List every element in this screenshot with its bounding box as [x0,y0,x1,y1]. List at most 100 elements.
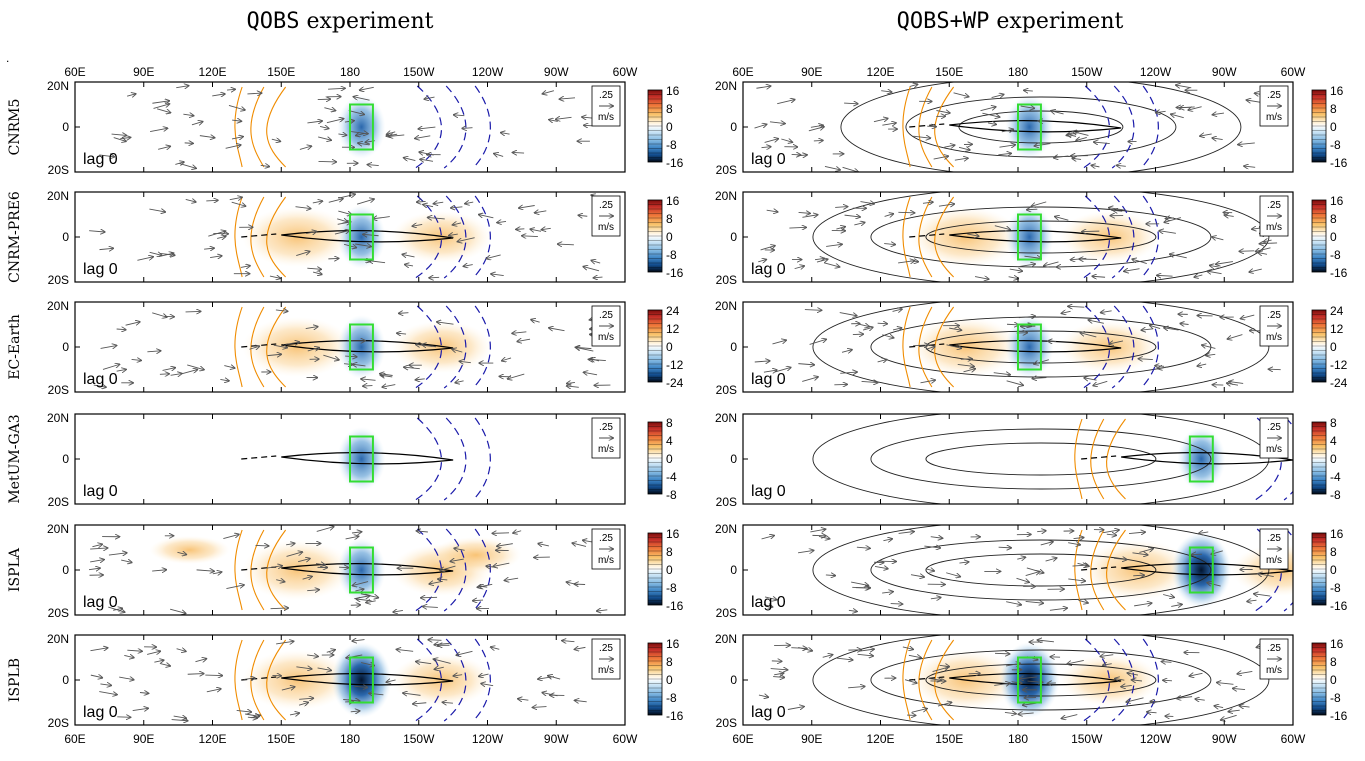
lon-tick-label-bottom: 120E [198,732,226,746]
wind-vector [473,600,484,601]
negative-contour [1111,305,1135,389]
wind-vector [312,201,323,203]
colorbar: 16 8 0 -8 -16 [1311,527,1348,613]
wind-vector [1114,558,1127,559]
colorbar-tick-label: 8 [1330,102,1337,116]
wind-vector [424,97,435,99]
lat-tick-label: 20N [47,189,69,203]
wind-vector [808,127,824,132]
wind-vector [908,655,921,657]
wind-vector [1133,575,1144,576]
wind-vector [848,610,857,611]
wind-vector [822,655,833,658]
reference-vector-unit: m/s [598,665,614,676]
wind-vector [354,596,369,599]
positive-contour [250,306,265,388]
colorbar: 16 8 0 -8 -16 [647,194,684,280]
panel-isplb-qobs: 60E 90E 120E 150E 180 150W 120W 90W 60W 20N 0 20S la… [47,632,684,746]
wind-vector [137,257,153,261]
colorbar-tick-label: 16 [1330,194,1344,208]
wind-vector [584,125,593,126]
wind-vector [453,223,462,225]
positive-anomaly-east [1059,654,1160,706]
wind-vector [542,693,558,697]
wind-vector [562,641,575,642]
negative-contour [1140,195,1159,279]
positive-contour [902,306,911,388]
wind-vector [1115,678,1125,680]
wind-vector [247,93,261,94]
wind-vector [318,137,331,140]
colorbar-tick-label: 8 [666,416,673,430]
wind-vector [925,347,935,350]
lat-tick-label: 20N [715,189,737,203]
wind-vector [208,231,225,237]
colorbar-tick-label: 16 [1330,637,1344,651]
wind-vector [761,147,771,148]
lat-tick-label: 20N [47,632,69,646]
wind-vector [857,654,873,656]
precip-contour-dashed [1081,455,1117,460]
wind-vector [848,686,865,687]
wind-vector [428,640,442,641]
wind-vector [404,158,416,161]
wind-vector [450,559,464,561]
wind-vector [851,581,868,585]
wind-vector [763,605,773,607]
reference-vector-magnitude: .25 [1267,643,1281,654]
wind-vector [576,347,592,348]
wind-vector [548,676,561,679]
wind-vector [1177,697,1193,699]
wind-vector [299,698,313,699]
wind-vector [416,662,432,664]
wind-vector [583,267,600,272]
wind-vector [421,597,438,598]
wind-vector [217,236,225,238]
wind-vector [1164,217,1181,223]
wind-vector [1139,549,1153,553]
lat-tick-label: 20S [716,273,737,287]
positive-contour [250,86,265,168]
positive-contour [902,639,911,721]
negative-contour [443,85,467,169]
wind-vector [516,229,525,230]
wind-vector [1258,253,1268,255]
wind-vector [505,578,519,580]
lon-tick-label-top: 120E [198,65,226,79]
wind-vector [1212,113,1224,115]
lon-tick-label-top: 180 [1008,65,1028,79]
wind-vector [417,201,426,202]
wind-vector [1241,314,1255,319]
wind-vector [1171,604,1182,606]
heating-box [349,323,374,371]
wind-vector [549,328,565,331]
wind-vector [100,346,117,349]
colorbar-tick-label: -8 [1330,138,1341,152]
wind-vector [90,548,107,549]
wind-vector [538,544,549,546]
wind-vector [176,649,186,652]
lat-tick-label: 20S [716,606,737,620]
wind-vector [1269,369,1281,370]
lon-tick-label-bottom: 120W [472,732,504,746]
precip-contour [949,340,1122,353]
wind-vector [883,539,892,541]
wind-vector [560,98,576,99]
wind-vector [1157,275,1173,276]
lat-tick-label: 20S [48,163,69,177]
wind-vector [267,354,282,355]
wind-vector [1004,712,1016,713]
lon-tick-label-top: 90E [801,65,822,79]
positive-contour [266,196,287,278]
wind-vector [993,373,1010,375]
colorbar: 16 8 0 -8 -16 [647,637,684,723]
wind-vector [1239,251,1255,252]
wind-vector [397,333,407,334]
wind-vector [543,91,555,94]
colorbar-tick-label: 16 [666,194,680,208]
lon-tick-label-top: 150E [935,65,963,79]
wind-vector [1068,579,1085,581]
wind-vector [517,339,531,341]
wind-vector [451,207,463,208]
wind-vector [583,540,593,542]
